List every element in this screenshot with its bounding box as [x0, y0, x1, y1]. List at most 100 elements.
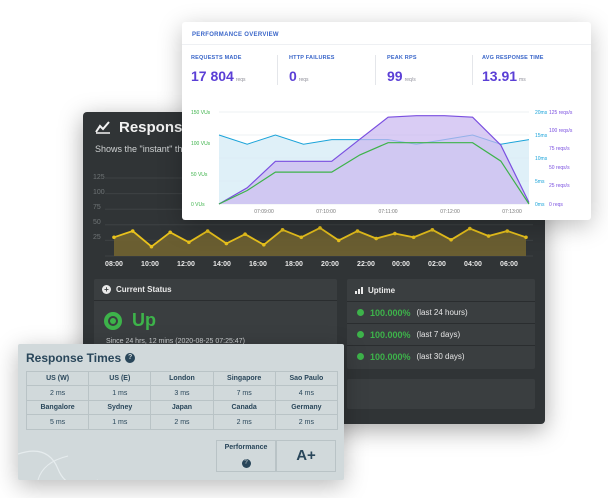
hour-tick: 00:00 — [392, 261, 410, 268]
region-value: 2 ms — [274, 414, 339, 430]
region-name: Canada — [212, 400, 276, 415]
region-name: US (E) — [88, 371, 152, 386]
uptime-row: 100.000% (last 7 days) — [347, 323, 535, 345]
performance-label: Performance — [224, 444, 268, 451]
performance-overview-title: PERFORMANCE OVERVIEW — [192, 32, 279, 38]
metric-value: 13.91 — [482, 68, 518, 84]
metric-avg-response: AVG RESPONSE TIME 13.91 ms — [482, 55, 544, 86]
data-point — [262, 242, 266, 247]
region-name: Japan — [150, 400, 214, 415]
uptime-percent: 100.000% — [370, 329, 411, 340]
data-point — [187, 240, 191, 245]
uptime-box: Uptime 100.000% (last 24 hours) 100.000%… — [347, 279, 535, 369]
right-axis-rps: 50 reqs/s — [549, 165, 570, 171]
data-point — [355, 229, 360, 233]
data-point — [374, 236, 378, 241]
data-point — [149, 244, 154, 249]
y-tick: 75 — [93, 204, 101, 211]
data-point — [524, 235, 528, 240]
left-axis-tick: 100 VUs — [191, 141, 211, 147]
response-header: Response — [83, 112, 545, 142]
hour-tick: 16:00 — [249, 261, 267, 268]
hour-tick: 14:00 — [213, 261, 231, 268]
green-dot-icon — [357, 353, 364, 360]
response-times-table: US (W) US (E) London Singapore Sao Paulo… — [25, 371, 339, 430]
data-point — [243, 232, 247, 236]
data-point — [299, 235, 304, 240]
status-dot-icon — [104, 311, 122, 330]
response-times-title: Response Times ? — [26, 351, 136, 365]
data-point — [112, 235, 116, 240]
current-status-header: + Current Status — [94, 279, 337, 301]
data-point — [130, 229, 135, 233]
metric-label: HTTP FAILURES — [289, 55, 335, 61]
metric-unit: req/s — [404, 77, 416, 83]
performance-cell: Performance ? — [216, 440, 276, 472]
region-name: Singapore — [212, 371, 276, 386]
uptime-header: Uptime — [347, 279, 535, 301]
help-icon[interactable]: ? — [241, 459, 251, 468]
region-name: London — [150, 371, 214, 386]
performance-overview-card: PERFORMANCE OVERVIEW REQUESTS MADE 17 80… — [182, 22, 591, 220]
data-point — [393, 231, 397, 236]
hour-tick: 12:00 — [177, 261, 195, 268]
data-point — [205, 229, 210, 233]
response-subtitle: Shows the "instant" that — [95, 144, 190, 154]
status-row: Up — [104, 310, 156, 331]
metric-unit: reqs — [235, 77, 246, 83]
left-axis-tick: 0 VUs — [191, 202, 205, 208]
divider — [472, 55, 473, 85]
right-axis-rps: 75 reqs/s — [549, 146, 570, 152]
data-point — [468, 226, 472, 231]
rps-line — [218, 115, 530, 205]
x-axis-tick: 07:10:00 — [316, 209, 336, 215]
right-axis-ms: 20ms — [535, 110, 548, 116]
right-axis-rps: 125 reqs/s — [549, 110, 573, 116]
hour-tick: 10:00 — [141, 261, 159, 268]
data-point — [430, 227, 435, 232]
metric-label: PEAK RPS — [387, 55, 417, 61]
metric-value: 0 — [289, 68, 297, 84]
region-value: 7 ms — [212, 385, 276, 401]
data-point — [318, 226, 322, 230]
data-point — [224, 241, 229, 246]
uptime-percent: 100.000% — [370, 351, 411, 362]
hour-tick: 02:00 — [428, 261, 446, 268]
metric-requests: REQUESTS MADE 17 804 reqs — [191, 55, 246, 86]
help-icon[interactable]: ? — [125, 353, 136, 363]
region-value: 2 ms — [212, 414, 276, 430]
y-tick: 50 — [93, 219, 101, 226]
right-axis-ms: 10ms — [535, 156, 548, 162]
metric-value: 17 804 — [191, 68, 234, 84]
load-test-chart — [218, 111, 530, 205]
data-point — [336, 238, 341, 243]
region-name: Sao Paulo — [274, 371, 339, 386]
right-axis-rps: 25 reqs/s — [549, 183, 570, 189]
data-point — [411, 235, 416, 240]
green-dot-icon — [357, 309, 364, 316]
map-background — [18, 450, 98, 480]
uptime-row: 100.000% (last 24 hours) — [347, 301, 535, 323]
left-axis-tick: 50 VUs — [191, 172, 208, 178]
hour-tick: 18:00 — [285, 261, 303, 268]
metric-label: AVG RESPONSE TIME — [482, 55, 544, 61]
region-name: Bangalore — [25, 400, 90, 415]
plus-circle-icon: + — [102, 285, 111, 294]
rps-area — [219, 115, 529, 204]
uptime-percent: 100.000% — [370, 307, 411, 318]
region-value: 1 ms — [88, 414, 152, 430]
status-state: Up — [132, 310, 156, 330]
data-point — [505, 229, 510, 233]
right-axis-ms: 5ms — [535, 179, 545, 185]
right-axis-rps: 100 reqs/s — [549, 128, 573, 134]
trend-icon — [95, 121, 110, 134]
status-since: Since 24 hrs, 12 mins (2020-08-25 07:25:… — [106, 338, 245, 345]
hour-tick: 22:00 — [357, 261, 375, 268]
region-value: 3 ms — [150, 385, 214, 401]
right-axis-rps: 0 reqs — [549, 202, 563, 208]
divider — [277, 55, 278, 85]
hour-tick: 20:00 — [321, 261, 339, 268]
hour-tick: 04:00 — [464, 261, 482, 268]
data-point — [449, 237, 453, 242]
